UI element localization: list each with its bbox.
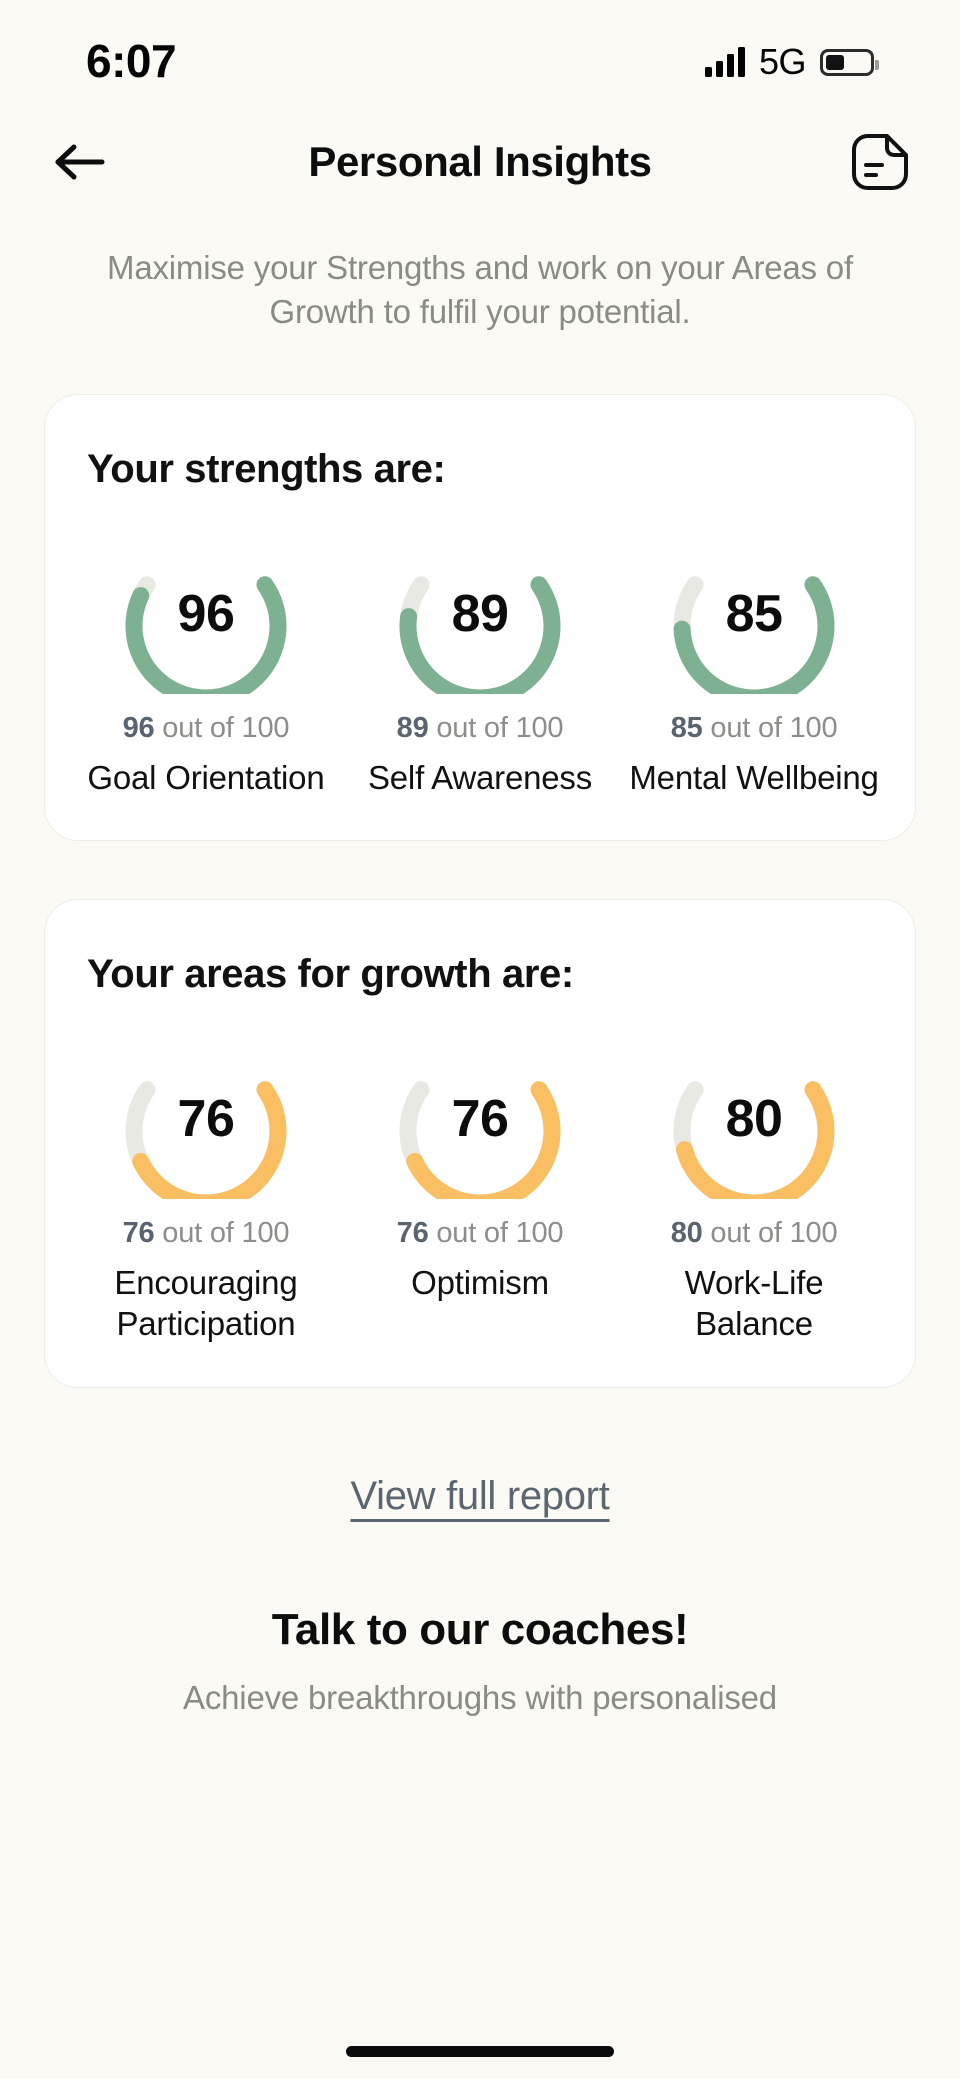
gauge-metric-label: Goal Orientation bbox=[87, 758, 325, 796]
metric-gauge-item: 76 76 out of 100 Encouraging Participati… bbox=[77, 1039, 335, 1345]
metric-gauge-item: 89 89 out of 100 Self Awareness bbox=[351, 534, 609, 798]
strengths-card-title: Your strengths are: bbox=[87, 446, 446, 491]
gauge-score-caption: 89 out of 100 bbox=[396, 711, 564, 744]
gauge-score-caption: 76 out of 100 bbox=[396, 1217, 564, 1249]
growth-card: Your areas for growth are: 76 76 out of … bbox=[44, 899, 916, 1388]
metric-gauge-item: 80 80 out of 100 Work-Life Balance bbox=[625, 1039, 883, 1345]
status-bar: 6:07 5G bbox=[0, 0, 960, 110]
back-button[interactable] bbox=[44, 126, 116, 198]
strengths-gauge-row: 96 96 out of 100 Goal Orientation 89 89 … bbox=[73, 534, 887, 798]
score-gauge: 85 bbox=[651, 534, 857, 694]
page-title: Personal Insights bbox=[308, 138, 652, 185]
coaches-heading: Talk to our coaches! bbox=[271, 1604, 689, 1654]
growth-card-title: Your areas for growth are: bbox=[87, 952, 574, 996]
gauge-score-caption: 85 out of 100 bbox=[670, 711, 838, 744]
gauge-value: 80 bbox=[725, 1090, 783, 1148]
network-label: 5G bbox=[758, 41, 807, 82]
document-report-icon bbox=[852, 134, 908, 190]
gauge-score-caption: 76 out of 100 bbox=[122, 1217, 290, 1249]
metric-gauge-item: 96 96 out of 100 Goal Orientation bbox=[77, 534, 335, 798]
page-subtitle: Maximise your Strengths and work on your… bbox=[107, 249, 853, 330]
gauge-value: 96 bbox=[177, 584, 235, 643]
report-document-button[interactable] bbox=[844, 126, 916, 198]
view-full-report-link[interactable]: View full report bbox=[350, 1473, 610, 1518]
status-time: 6:07 bbox=[86, 35, 177, 87]
score-gauge: 76 bbox=[377, 1039, 583, 1199]
metric-gauge-item: 76 76 out of 100 Optimism bbox=[351, 1039, 609, 1345]
score-gauge: 96 bbox=[103, 534, 309, 694]
score-gauge: 76 bbox=[103, 1039, 309, 1199]
status-indicators: 5G bbox=[704, 41, 879, 83]
growth-gauge-row: 76 76 out of 100 Encouraging Participati… bbox=[73, 1039, 887, 1345]
gauge-score-caption: 96 out of 100 bbox=[122, 711, 290, 744]
gauge-metric-label: Optimism bbox=[411, 1264, 549, 1301]
app-header: Personal Insights bbox=[0, 116, 960, 208]
gauge-metric-label: Self Awareness bbox=[367, 758, 593, 796]
coaches-subtitle: Achieve breakthroughs with personalised bbox=[183, 1678, 777, 1716]
metric-gauge-item: 85 85 out of 100 Mental Wellbeing bbox=[625, 534, 883, 798]
gauge-score-caption: 80 out of 100 bbox=[670, 1217, 838, 1249]
gauge-value: 76 bbox=[177, 1090, 235, 1148]
arrow-left-icon bbox=[55, 144, 105, 180]
gauge-value: 89 bbox=[451, 584, 509, 643]
score-gauge: 80 bbox=[651, 1039, 857, 1199]
battery-icon bbox=[820, 48, 879, 76]
gauge-value: 76 bbox=[451, 1090, 509, 1148]
gauge-metric-label: Work-Life Balance bbox=[684, 1264, 824, 1343]
home-indicator[interactable] bbox=[346, 2046, 614, 2057]
gauge-metric-label: Mental Wellbeing bbox=[629, 758, 879, 796]
signal-bars-icon bbox=[704, 47, 745, 77]
gauge-metric-label: Encouraging Participation bbox=[114, 1264, 298, 1343]
score-gauge: 89 bbox=[377, 534, 583, 694]
strengths-card: Your strengths are: 96 96 out of 100 Goa… bbox=[44, 393, 916, 841]
gauge-value: 85 bbox=[725, 584, 783, 643]
